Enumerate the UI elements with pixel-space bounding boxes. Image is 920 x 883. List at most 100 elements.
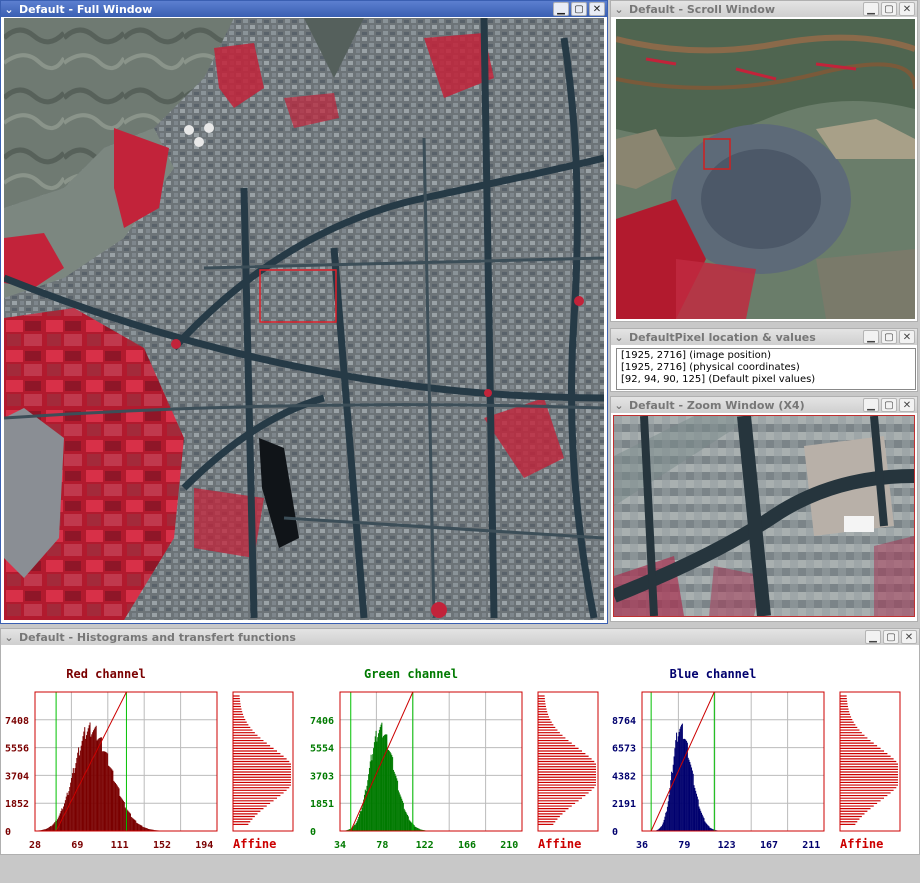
affine-label: Affine <box>840 837 883 851</box>
chevron-down-icon[interactable]: ⌄ <box>611 397 627 413</box>
histogram-bar <box>84 727 85 831</box>
y-tick-label: 1851 <box>310 799 334 810</box>
histogram-bar <box>128 812 129 831</box>
histogram-bar <box>64 803 65 831</box>
histogram-bar <box>136 823 137 831</box>
histogram-window-title: Default - Histograms and transfert funct… <box>17 631 865 644</box>
histogram-bar <box>51 826 52 831</box>
x-tick-label: 166 <box>458 840 476 851</box>
chevron-down-icon[interactable]: ⌄ <box>611 329 627 345</box>
histogram-bar <box>77 753 78 831</box>
histogram-bar <box>91 734 92 831</box>
minimize-icon[interactable]: ▁ <box>553 2 569 16</box>
close-icon[interactable]: ✕ <box>589 2 605 16</box>
histogram-bar <box>132 818 133 831</box>
histogram-bar <box>138 824 139 831</box>
x-tick-label: 123 <box>718 840 736 851</box>
pixel-window-titlebar[interactable]: ⌄ DefaultPixel location & values ▁ ▢ ✕ <box>611 329 917 345</box>
x-tick-label: 122 <box>416 840 434 851</box>
x-tick-label: 78 <box>376 840 388 851</box>
satellite-image <box>4 18 604 620</box>
x-tick-label: 36 <box>636 840 648 851</box>
scroll-window-titlebar[interactable]: ⌄ Default - Scroll Window ▁ ▢ ✕ <box>611 1 917 17</box>
histogram-bar <box>68 795 69 831</box>
chevron-down-icon[interactable]: ⌄ <box>611 1 627 17</box>
y-tick-label: 8764 <box>612 716 636 727</box>
scroll-window: ⌄ Default - Scroll Window ▁ ▢ ✕ <box>610 0 918 322</box>
histogram-bar <box>90 737 91 831</box>
maximize-icon[interactable]: ▢ <box>883 630 899 644</box>
histogram-bar <box>82 741 83 831</box>
histogram-bar <box>70 783 71 831</box>
histogram-bar <box>130 814 131 831</box>
x-tick-label: 69 <box>71 840 83 851</box>
scroll-image-view[interactable] <box>616 19 915 319</box>
histogram-window-titlebar[interactable]: ⌄ Default - Histograms and transfert fun… <box>1 629 919 645</box>
histogram-bar <box>99 738 100 831</box>
histogram-bar <box>83 732 84 831</box>
histogram-bar <box>107 753 108 831</box>
zoom-image-view[interactable] <box>613 415 915 617</box>
y-tick-label: 6573 <box>612 744 636 755</box>
close-icon[interactable]: ✕ <box>901 630 917 644</box>
zoom-window-titlebar[interactable]: ⌄ Default - Zoom Window (X4) ▁ ▢ ✕ <box>611 397 917 413</box>
histogram-bar <box>143 827 144 831</box>
histogram-bar <box>106 753 107 831</box>
histogram-bar <box>93 730 94 831</box>
histogram-bar <box>65 800 66 831</box>
x-tick-label: 167 <box>760 840 778 851</box>
minimize-icon[interactable]: ▁ <box>863 330 879 344</box>
maximize-icon[interactable]: ▢ <box>881 2 897 16</box>
histogram-bar <box>76 758 77 831</box>
histogram-bar <box>89 725 90 831</box>
histogram-bar <box>127 810 128 831</box>
full-window-title: Default - Full Window <box>17 3 553 16</box>
full-window-titlebar[interactable]: ⌄ Default - Full Window ▁ ▢ ✕ <box>1 1 607 17</box>
histogram-bar <box>104 752 105 831</box>
minimize-icon[interactable]: ▁ <box>865 630 881 644</box>
close-icon[interactable]: ✕ <box>899 330 915 344</box>
zoom-window-title: Default - Zoom Window (X4) <box>627 399 863 412</box>
histogram-bar <box>75 763 76 831</box>
histogram-bar <box>134 820 135 831</box>
histogram-bar <box>75 768 76 831</box>
histogram-bar <box>119 788 120 831</box>
histogram-bar <box>104 751 105 831</box>
histogram-bar <box>103 751 104 831</box>
minimize-icon[interactable]: ▁ <box>863 2 879 16</box>
histogram-bar <box>139 824 140 831</box>
y-tick-label: 3703 <box>310 771 334 782</box>
histogram-bar <box>72 773 73 831</box>
histogram-bar <box>63 806 64 831</box>
histogram-bar <box>90 722 91 831</box>
histogram-title: Red channel <box>66 667 145 681</box>
histogram-bar <box>97 739 98 831</box>
histogram-bar <box>113 781 114 831</box>
histogram-bar <box>87 732 88 831</box>
histogram-bar <box>105 752 106 831</box>
histogram-bar <box>116 784 117 831</box>
maximize-icon[interactable]: ▢ <box>571 2 587 16</box>
maximize-icon[interactable]: ▢ <box>881 330 897 344</box>
close-icon[interactable]: ✕ <box>899 2 915 16</box>
histogram-title: Green channel <box>364 667 458 681</box>
histogram-bar <box>141 825 142 831</box>
histogram-bar <box>88 728 89 831</box>
full-window: ⌄ Default - Full Window ▁ ▢ ✕ <box>0 0 608 624</box>
histogram-bar <box>74 773 75 831</box>
histogram-bar <box>112 771 113 831</box>
chevron-down-icon[interactable]: ⌄ <box>1 1 17 17</box>
histogram-bar <box>120 797 121 831</box>
histogram-bar <box>85 739 86 831</box>
minimize-icon[interactable]: ▁ <box>863 398 879 412</box>
y-tick-label: 3704 <box>5 771 29 782</box>
y-tick-label: 2191 <box>612 799 636 810</box>
chevron-down-icon[interactable]: ⌄ <box>1 629 17 645</box>
y-tick-label: 7408 <box>5 716 29 727</box>
close-icon[interactable]: ✕ <box>899 398 915 412</box>
full-image-view[interactable] <box>4 18 604 620</box>
histogram-bar <box>58 818 59 831</box>
y-tick-label: 0 <box>310 827 316 838</box>
maximize-icon[interactable]: ▢ <box>881 398 897 412</box>
